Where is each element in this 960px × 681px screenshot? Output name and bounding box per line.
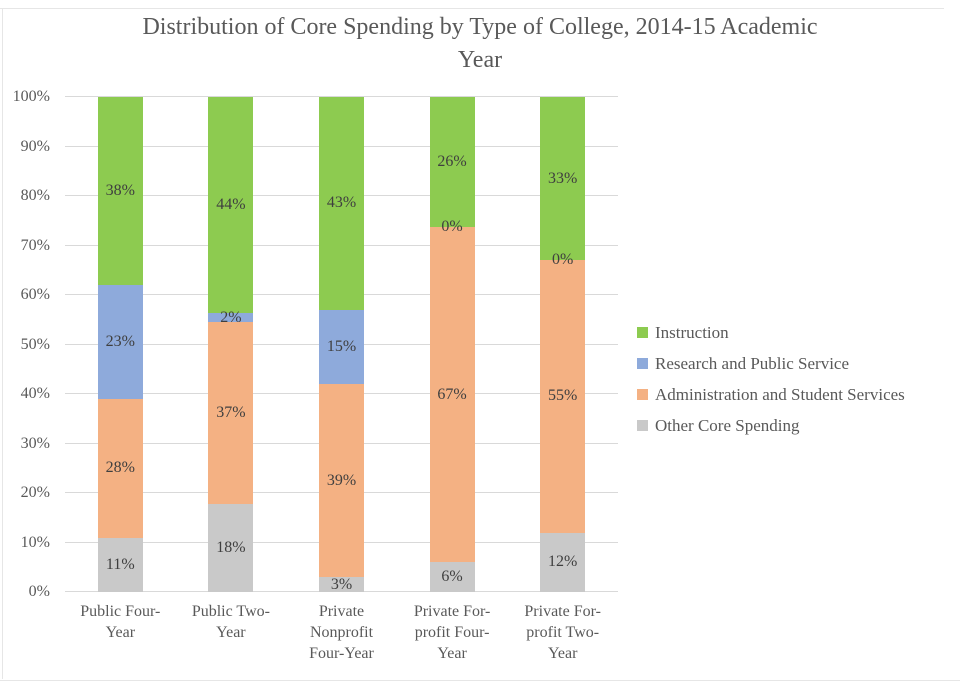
x-axis-category-labels: Public Four- Year Public Two- Year Private…: [65, 601, 618, 671]
bar-segment: [97, 285, 143, 399]
data-label: 0%: [441, 218, 463, 235]
bar-segment: [540, 532, 586, 592]
y-tick-label: 80%: [20, 187, 50, 204]
legend-swatch-icon: [637, 389, 648, 400]
data-label: 43%: [326, 194, 357, 212]
legend-item: Other Core Spending: [637, 416, 905, 435]
x-category-label: Public Four- Year: [80, 603, 161, 641]
bar-segment: [319, 384, 364, 578]
y-tick-label: 60%: [20, 286, 50, 303]
y-tick-label: 10%: [20, 533, 50, 551]
chart-title: Distribution of Core Spending by Type of…: [142, 14, 818, 73]
y-tick-label: 100%: [12, 88, 50, 105]
bar-segment: [540, 97, 586, 261]
data-label: 11%: [105, 555, 135, 573]
legend-swatch-icon: [637, 358, 648, 369]
data-label: 44%: [216, 195, 246, 213]
bar-segment: [319, 309, 364, 385]
data-label: 15%: [326, 337, 357, 355]
y-tick-label: 90%: [20, 137, 50, 155]
gridline-100: [65, 96, 618, 97]
data-label: 18%: [216, 538, 246, 556]
x-category-label: Public Two- Year: [191, 603, 270, 641]
y-tick-label: 70%: [20, 236, 50, 254]
bar-segment: [97, 97, 143, 286]
legend-item: Administration and Student Services: [637, 385, 905, 404]
left-border-line: [2, 8, 3, 679]
legend-item-label: Other Core Spending: [655, 415, 800, 435]
bar-segment: [97, 537, 143, 592]
y-tick-label: 0%: [28, 583, 50, 600]
bar-column: 3% 39% 15% 43%: [319, 97, 364, 593]
data-label: 33%: [548, 169, 578, 187]
legend-item-label: Research and Public Service: [655, 353, 850, 373]
data-label: 55%: [548, 387, 578, 405]
y-tick-label: 30%: [20, 434, 50, 452]
data-label: 12%: [548, 553, 578, 571]
data-label: 0%: [552, 251, 574, 269]
y-tick-label: 50%: [20, 335, 50, 353]
bar-segment: [429, 97, 475, 227]
y-axis-tick-labels: 0% 10% 20% 30% 40% 50% 60% 70% 80% 90% 100%: [0, 88, 58, 600]
x-category-label: Private For- profit Four- Year: [413, 603, 491, 662]
legend-item-label: Instruction: [655, 322, 729, 342]
bar-column: 11% 28% 23% 38%: [97, 97, 143, 592]
bar-column: 12% 55% 0% 33%: [540, 97, 586, 592]
data-label: 37%: [216, 404, 246, 422]
bar-segment: [208, 503, 254, 592]
bar-column: 18% 37% 2% 44%: [208, 97, 254, 592]
bar-segment: [429, 227, 475, 562]
legend-swatch-icon: [637, 420, 648, 431]
data-label: 2%: [220, 308, 242, 326]
bar-segment: [429, 562, 475, 592]
legend-item-label: Administration and Student Services: [655, 384, 905, 404]
bar-column: 6% 67% 0% 26%: [429, 97, 475, 592]
bar-segment: [97, 398, 143, 538]
y-tick-label: 20%: [20, 484, 50, 501]
data-label: 26%: [437, 153, 467, 170]
y-tick-label: 40%: [20, 385, 50, 402]
legend-item: Research and Public Service: [637, 354, 905, 373]
x-category-label: Private Nonprofit Four-Year: [309, 603, 374, 662]
bar-segment: [208, 312, 254, 323]
bar-segment: [319, 577, 364, 592]
data-label: 6%: [441, 568, 463, 585]
bar-segment: [208, 97, 254, 313]
plot-area: 11% 28% 23% 38% 18% 37% 2% 44% 3% 39% 15% 43% 6% 67% 0…: [65, 96, 618, 593]
data-label: 23%: [105, 333, 135, 351]
x-category-label: Private For- profit Two- Year: [524, 603, 601, 662]
bar-segment: [208, 322, 254, 504]
data-label: 28%: [105, 459, 135, 477]
legend-swatch-icon: [637, 327, 648, 338]
data-label: 3%: [330, 575, 353, 593]
bar-segment: [540, 260, 586, 533]
data-label: 67%: [437, 385, 467, 403]
bar-segment: [319, 97, 364, 310]
legend-item: Instruction: [637, 323, 905, 342]
top-border-line: [0, 8, 944, 9]
data-label: 38%: [105, 182, 135, 200]
legend: Instruction Research and Public Service Ad…: [637, 323, 905, 447]
data-label: 39%: [326, 471, 357, 489]
